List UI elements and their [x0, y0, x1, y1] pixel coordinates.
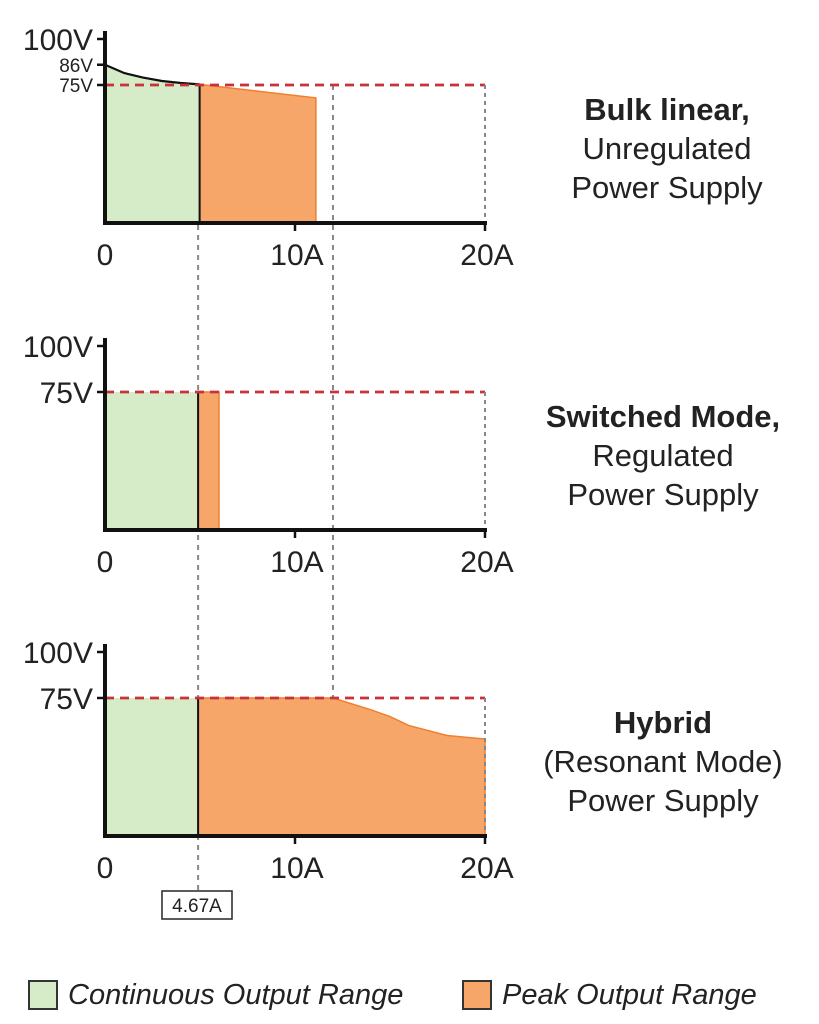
panel-3-label-line-1: (Resonant Mode): [543, 744, 783, 779]
panel-2-continuous-area: [105, 392, 199, 530]
panel-3-label: Hybrid (Resonant Mode) Power Supply: [518, 703, 808, 820]
panel-1-y-tick-label-2: 75V: [59, 76, 93, 97]
panel-2-label-title: Switched Mode,: [545, 399, 781, 434]
panel-1-label-line-2: Power Supply: [571, 170, 763, 205]
panel-2-y-tick-label-0: 100V: [23, 331, 93, 364]
current-marker: 4.67A: [161, 890, 233, 920]
panel-2-peak-area: [197, 391, 220, 531]
panel-3: 100V 75V 0 10A 20A: [23, 637, 514, 885]
panel-3-y-tick-label-0: 100V: [23, 637, 93, 670]
panel-1-label-title: Bulk linear,: [584, 92, 750, 127]
panel-1-label: Bulk linear, Unregulated Power Supply: [522, 90, 812, 207]
panel-1-voltage-curve: [104, 63, 200, 86]
panel-1-x-tick-label-0: 0: [97, 239, 114, 272]
panel-1-peak-area: [198, 83, 317, 224]
panel-3-x-tick-label-0: 0: [97, 852, 114, 885]
legend-peak-label: Peak Output Range: [502, 978, 757, 1011]
panel-1-y-tick-label-0: 100V: [23, 24, 93, 57]
panel-2-label: Switched Mode, Regulated Power Supply: [518, 397, 808, 514]
panel-2-label-line-1: Regulated: [592, 438, 734, 473]
panel-1-y-tick-label-1: 86V: [59, 56, 93, 77]
panel-1-x-tick-label-1: 10A: [270, 239, 323, 272]
panel-1-continuous-area: [105, 64, 200, 223]
panel-2: 100V 75V 0 10A 20A: [23, 331, 514, 579]
panel-2-y-tick-label-1: 75V: [40, 377, 93, 410]
panel-1-x-tick-label-2: 20A: [460, 239, 513, 272]
panel-2-x-tick-label-1: 10A: [270, 546, 323, 579]
current-marker-box: [161, 890, 233, 920]
panel-3-peak-area: [197, 697, 486, 837]
legend-continuous-swatch: [28, 980, 58, 1010]
panel-3-label-title: Hybrid: [613, 705, 713, 740]
current-marker-label: 4.67A: [172, 896, 222, 917]
panel-3-x-tick-label-1: 10A: [270, 852, 323, 885]
panel-3-label-line-2: Power Supply: [567, 783, 759, 818]
legend-peak: Peak Output Range: [462, 975, 757, 1015]
panel-3-continuous-area: [105, 698, 199, 836]
panel-2-label-line-2: Power Supply: [567, 477, 759, 512]
panel-1-label-line-1: Unregulated: [582, 131, 752, 166]
panel-2-x-tick-label-0: 0: [97, 546, 114, 579]
panel-3-y-tick-label-1: 75V: [40, 683, 93, 716]
panel-2-x-tick-label-2: 20A: [460, 546, 513, 579]
legend-peak-swatch: [462, 980, 492, 1010]
panel-3-x-tick-label-2: 20A: [460, 852, 513, 885]
legend-continuous: Continuous Output Range: [28, 975, 403, 1015]
legend-continuous-label: Continuous Output Range: [68, 978, 404, 1011]
